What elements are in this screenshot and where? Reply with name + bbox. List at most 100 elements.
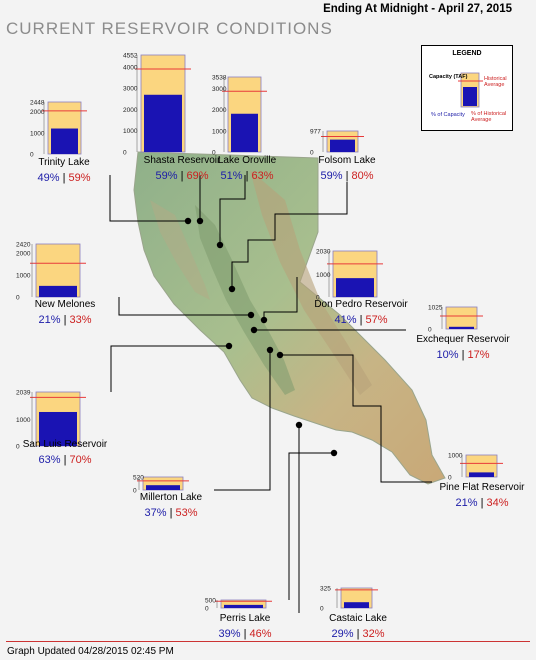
reservoir-name: Trinity Lake bbox=[38, 157, 90, 168]
sierra-range bbox=[250, 170, 372, 395]
connector-line bbox=[263, 277, 298, 320]
pct-separator: | bbox=[353, 628, 363, 640]
tick-label: 0 bbox=[133, 488, 137, 495]
reservoir-location-dot bbox=[276, 351, 284, 359]
tick-label: 2448 bbox=[30, 100, 45, 107]
pct-of-historical: 34% bbox=[486, 497, 509, 509]
reservoir-name: Shasta Reservoir bbox=[143, 155, 221, 166]
reservoir-name: Pine Flat Reservoir bbox=[439, 482, 525, 493]
pct-separator: | bbox=[60, 454, 70, 466]
reservoir-percentages: 59% | 80% bbox=[320, 170, 373, 182]
reservoir-percentages: 39% | 46% bbox=[218, 628, 271, 640]
storage-bar bbox=[469, 472, 494, 477]
pct-of-historical: 17% bbox=[467, 349, 490, 361]
tick-label: 1000 bbox=[123, 128, 138, 135]
tick-label: 500 bbox=[205, 598, 216, 605]
pct-separator: | bbox=[242, 170, 252, 182]
pct-of-capacity: 59% bbox=[320, 170, 343, 182]
reservoir-location-dot bbox=[247, 311, 255, 319]
reservoir-name: Castaic Lake bbox=[329, 613, 387, 624]
tick-label: 520 bbox=[133, 475, 144, 482]
legend-pct-hist-label: % of Historical Average bbox=[471, 111, 507, 123]
pct-of-historical: 70% bbox=[69, 454, 92, 466]
tick-label: 1000 bbox=[316, 272, 331, 279]
legend-title: LEGEND bbox=[452, 50, 482, 57]
connector-line bbox=[288, 452, 334, 600]
storage-bar bbox=[330, 139, 355, 152]
storage-bar bbox=[146, 485, 180, 490]
connector-line bbox=[219, 175, 246, 245]
tick-label: 1000 bbox=[448, 453, 463, 460]
tick-label: 1000 bbox=[16, 273, 31, 280]
pct-of-capacity: 49% bbox=[37, 172, 60, 184]
pct-of-capacity: 37% bbox=[144, 507, 167, 519]
footer-divider bbox=[6, 641, 530, 642]
reservoir-location-dot bbox=[228, 285, 236, 293]
pct-separator: | bbox=[166, 507, 176, 519]
pct-separator: | bbox=[177, 170, 187, 182]
page-title: CURRENT RESERVOIR CONDITIONS bbox=[6, 19, 333, 38]
reservoir-location-dot bbox=[196, 217, 204, 225]
reservoir-percentages: 37% | 53% bbox=[144, 507, 197, 519]
storage-bar bbox=[336, 278, 374, 297]
reservoir-name: Exchequer Reservoir bbox=[416, 334, 510, 345]
reservoir-percentages: 10% | 17% bbox=[436, 349, 489, 361]
reservoir-name: Perris Lake bbox=[219, 613, 271, 624]
storage-bar bbox=[231, 113, 258, 152]
storage-bar bbox=[344, 602, 369, 608]
tick-label: 0 bbox=[16, 295, 20, 302]
tick-label: 3000 bbox=[212, 86, 227, 93]
tick-label: 2000 bbox=[16, 251, 31, 258]
tick-label: 4000 bbox=[123, 64, 138, 71]
tick-label: 1000 bbox=[30, 130, 45, 137]
connector-line bbox=[214, 350, 271, 491]
pct-of-historical: 33% bbox=[69, 314, 92, 326]
tick-label: 2030 bbox=[316, 249, 331, 256]
pct-of-capacity: 29% bbox=[331, 628, 354, 640]
reservoir-name: San Luis Reservoir bbox=[22, 439, 108, 450]
tick-label: 2420 bbox=[16, 242, 31, 249]
reservoir-percentages: 21% | 33% bbox=[38, 314, 91, 326]
tick-label: 2000 bbox=[212, 107, 227, 114]
tick-label: 0 bbox=[316, 295, 320, 302]
legend-pct-capacity-label: % of Capacity bbox=[431, 112, 465, 118]
pct-separator: | bbox=[458, 349, 468, 361]
reservoir-name: Don Pedro Reservoir bbox=[314, 299, 408, 310]
pct-of-historical: 69% bbox=[186, 170, 209, 182]
tick-label: 4552 bbox=[123, 53, 138, 60]
pct-separator: | bbox=[342, 170, 352, 182]
pct-separator: | bbox=[477, 497, 487, 509]
pct-of-capacity: 41% bbox=[334, 314, 357, 326]
pct-separator: | bbox=[356, 314, 366, 326]
reservoir-location-dot bbox=[225, 342, 233, 350]
pct-of-historical: 80% bbox=[351, 170, 374, 182]
connector-line bbox=[109, 175, 188, 222]
pct-of-capacity: 21% bbox=[38, 314, 61, 326]
pct-separator: | bbox=[60, 314, 70, 326]
reservoir-name: Lake Oroville bbox=[217, 155, 277, 166]
connector-line bbox=[231, 182, 348, 289]
pct-separator: | bbox=[59, 172, 69, 184]
legend-graphic bbox=[458, 72, 483, 108]
pct-of-capacity: 39% bbox=[218, 628, 241, 640]
pct-of-historical: 32% bbox=[362, 628, 385, 640]
reservoir-name: Millerton Lake bbox=[139, 492, 203, 503]
tick-label: 0 bbox=[212, 150, 216, 157]
tick-label: 1025 bbox=[428, 305, 443, 312]
pct-of-historical: 57% bbox=[365, 314, 388, 326]
reservoir-location-dot bbox=[260, 316, 268, 324]
tick-label: 0 bbox=[205, 606, 209, 613]
connector-line bbox=[280, 354, 432, 483]
storage-bar bbox=[449, 326, 474, 329]
pct-of-capacity: 63% bbox=[38, 454, 61, 466]
storage-bar bbox=[51, 128, 78, 154]
reservoir-name: New Melones bbox=[34, 299, 96, 310]
